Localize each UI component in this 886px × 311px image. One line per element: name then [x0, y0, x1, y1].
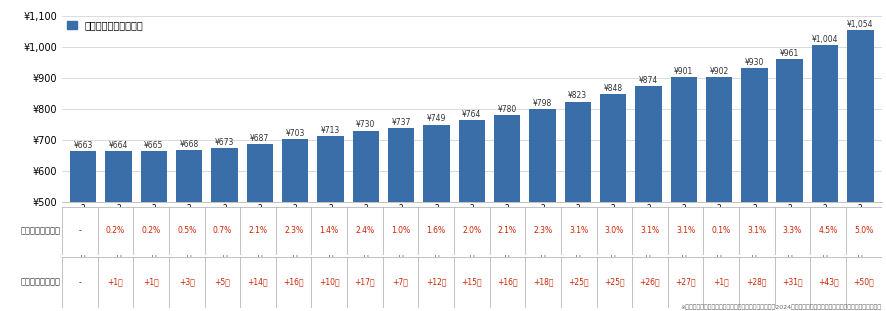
Bar [812, 45, 838, 311]
Bar [776, 59, 803, 311]
Bar [282, 139, 308, 311]
Text: 2.0%: 2.0% [462, 226, 481, 235]
Text: +31円: +31円 [782, 278, 803, 287]
Text: +10円: +10円 [319, 278, 339, 287]
Text: 2.1%: 2.1% [248, 226, 268, 235]
Text: +1円: +1円 [107, 278, 123, 287]
Text: +28円: +28円 [747, 278, 767, 287]
Text: +43円: +43円 [818, 278, 838, 287]
Bar [424, 125, 450, 311]
Text: -: - [79, 226, 82, 235]
Text: ¥668: ¥668 [180, 140, 198, 149]
Text: 2.4%: 2.4% [355, 226, 375, 235]
Text: ¥663: ¥663 [74, 141, 93, 150]
Legend: 最低賃金（全国平均）: 最低賃金（全国平均） [66, 21, 144, 30]
Text: +1円: +1円 [144, 278, 159, 287]
Text: +25円: +25円 [569, 278, 589, 287]
Text: ¥902: ¥902 [710, 67, 728, 76]
Text: 比較幅（前年比）: 比較幅（前年比） [20, 278, 60, 287]
Text: 1.6%: 1.6% [426, 226, 446, 235]
Text: 3.1%: 3.1% [569, 226, 588, 235]
Bar [176, 150, 202, 311]
Text: +17円: +17円 [354, 278, 375, 287]
Bar [494, 115, 520, 311]
Text: ¥737: ¥737 [392, 118, 411, 127]
Text: ¥673: ¥673 [214, 138, 234, 147]
Text: 3.1%: 3.1% [747, 226, 766, 235]
Text: ※厚生労働省「地域別最低賃金改定状況」を元に作成、2024年度は中央最低賃金審議会小委員会目安を元に作成。: ※厚生労働省「地域別最低賃金改定状況」を元に作成、2024年度は中央最低賃金審議… [680, 305, 882, 310]
Text: +5円: +5円 [214, 278, 230, 287]
Text: +27円: +27円 [675, 278, 696, 287]
Text: +16円: +16円 [497, 278, 517, 287]
Text: ¥749: ¥749 [427, 114, 447, 123]
Text: ¥961: ¥961 [780, 49, 799, 58]
Bar [70, 151, 97, 311]
Bar [317, 136, 344, 311]
Text: 0.5%: 0.5% [177, 226, 197, 235]
Bar [847, 30, 874, 311]
Bar [211, 148, 237, 311]
Bar [706, 77, 733, 311]
Text: 上昇率（前年比）: 上昇率（前年比） [20, 226, 60, 235]
Text: +16円: +16円 [284, 278, 304, 287]
Text: +14円: +14円 [248, 278, 268, 287]
Text: 3.1%: 3.1% [676, 226, 696, 235]
Text: 4.5%: 4.5% [819, 226, 838, 235]
Text: 0.1%: 0.1% [711, 226, 731, 235]
Text: ¥730: ¥730 [356, 120, 376, 129]
Text: ¥930: ¥930 [745, 58, 764, 67]
Bar [600, 94, 626, 311]
Text: 3.0%: 3.0% [605, 226, 624, 235]
Text: 2.1%: 2.1% [498, 226, 517, 235]
Text: ¥798: ¥798 [532, 99, 552, 108]
Text: ¥874: ¥874 [639, 76, 658, 85]
Text: ¥703: ¥703 [285, 129, 305, 138]
Bar [635, 86, 662, 311]
Text: 1.0%: 1.0% [391, 226, 410, 235]
Text: +7円: +7円 [392, 278, 408, 287]
Text: +26円: +26円 [640, 278, 660, 287]
Text: +18円: +18円 [532, 278, 554, 287]
Text: +12円: +12円 [426, 278, 447, 287]
Text: ¥1,004: ¥1,004 [812, 35, 838, 44]
Text: +1円: +1円 [713, 278, 729, 287]
Text: +15円: +15円 [462, 278, 482, 287]
Text: ¥664: ¥664 [109, 141, 128, 150]
Text: ¥665: ¥665 [144, 141, 164, 150]
Bar [529, 109, 556, 311]
Text: 0.2%: 0.2% [142, 226, 160, 235]
Text: -: - [79, 278, 82, 287]
Bar [671, 77, 697, 311]
Text: ¥823: ¥823 [568, 91, 587, 100]
Bar [141, 151, 167, 311]
Bar [246, 144, 273, 311]
Text: ¥848: ¥848 [603, 84, 623, 93]
Text: ¥1,054: ¥1,054 [847, 20, 874, 29]
Text: ¥901: ¥901 [674, 67, 694, 76]
Bar [353, 131, 379, 311]
Text: ¥780: ¥780 [498, 105, 517, 114]
Bar [388, 128, 415, 311]
Text: 3.1%: 3.1% [641, 226, 659, 235]
Text: +50円: +50円 [853, 278, 874, 287]
Bar [564, 102, 591, 311]
Bar [105, 151, 132, 311]
Text: ¥764: ¥764 [462, 110, 481, 119]
Text: +25円: +25円 [604, 278, 625, 287]
Text: ¥713: ¥713 [321, 126, 340, 135]
Text: ¥687: ¥687 [250, 134, 269, 143]
Text: 3.3%: 3.3% [783, 226, 802, 235]
Bar [459, 120, 485, 311]
Text: 0.7%: 0.7% [213, 226, 232, 235]
Text: 1.4%: 1.4% [320, 226, 338, 235]
Bar [742, 68, 767, 311]
Text: 5.0%: 5.0% [854, 226, 874, 235]
Text: 0.2%: 0.2% [106, 226, 125, 235]
Text: 2.3%: 2.3% [284, 226, 303, 235]
Text: 2.3%: 2.3% [533, 226, 553, 235]
Text: +3円: +3円 [179, 278, 195, 287]
